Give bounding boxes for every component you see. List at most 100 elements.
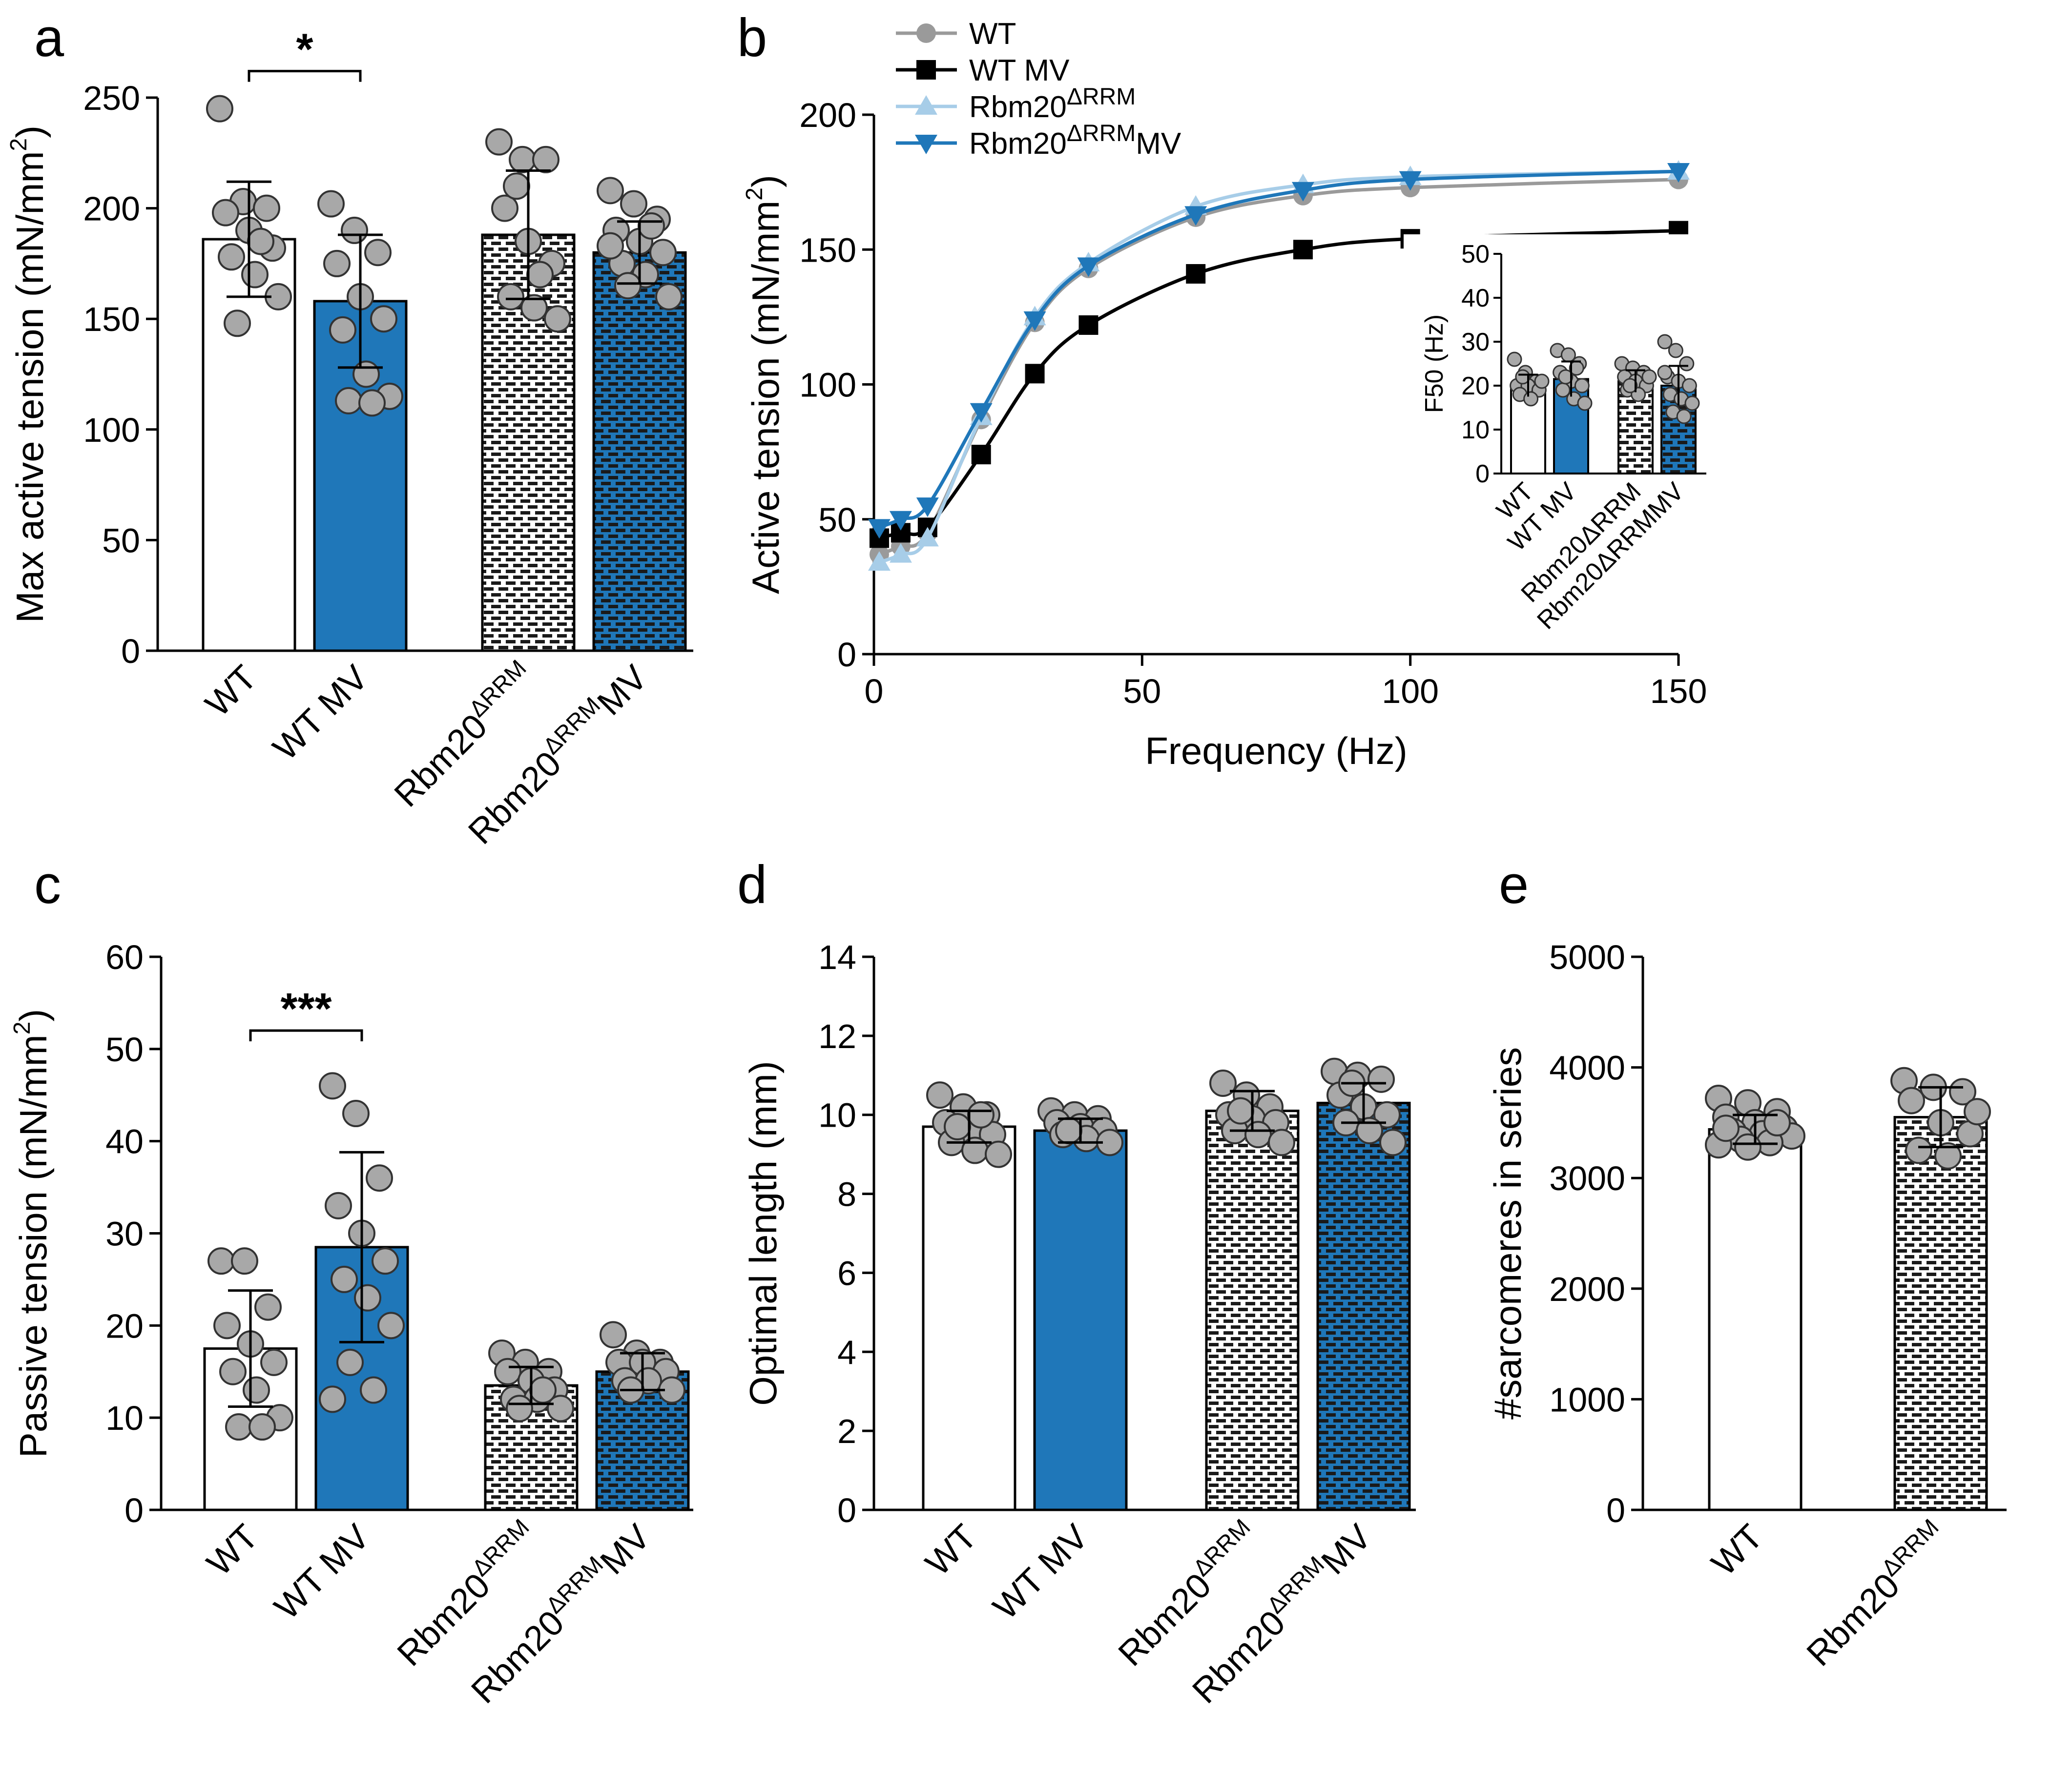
inset-data-point xyxy=(1534,373,1550,389)
inset-y-tick-label: 10 xyxy=(1461,416,1490,444)
inset-data-point xyxy=(1515,369,1531,385)
significance-bracket xyxy=(248,70,362,82)
y-axis-title: Passive tension (mN/mm2) xyxy=(9,1009,55,1458)
y-axis-title-main: Active tension (mN/mm xyxy=(744,201,787,594)
data-point xyxy=(1373,1101,1401,1129)
significance-label: *** xyxy=(280,985,332,1033)
category-label-1-main: WT xyxy=(200,1517,266,1584)
legend-marker xyxy=(916,60,936,80)
series-marker xyxy=(1291,182,1314,202)
inset-y-tick-label: 50 xyxy=(1461,240,1490,268)
inset-data-point xyxy=(1523,391,1539,407)
panel-label-e: e xyxy=(1499,855,1529,915)
data-point xyxy=(526,261,554,289)
series-marker xyxy=(868,519,891,539)
inset-data-point xyxy=(1657,365,1673,380)
data-point xyxy=(358,389,386,417)
category-label-1: WT xyxy=(198,658,265,724)
y-tick-label: 10 xyxy=(105,1399,144,1437)
series-marker xyxy=(868,551,891,571)
significance-label: * xyxy=(296,25,313,74)
panel-a-max-active-tension: a 0 50 100 150 200 250 Max active tension (mN/… xyxy=(6,8,693,852)
data-point xyxy=(985,1140,1012,1168)
data-point xyxy=(485,128,513,156)
data-point xyxy=(1227,1097,1254,1125)
legend-label-3: Rbm20ΔRRM xyxy=(969,84,1136,124)
y-tick-label: 4000 xyxy=(1549,1049,1625,1087)
data-point xyxy=(325,1192,352,1219)
data-point xyxy=(1356,1117,1383,1145)
data-point xyxy=(509,145,536,173)
bar-2 xyxy=(1893,1116,1988,1511)
category-label-3-main: Rbm20 xyxy=(390,1566,498,1674)
data-point xyxy=(1949,1078,1976,1106)
data-point xyxy=(967,1101,995,1129)
data-point xyxy=(247,227,274,255)
data-point xyxy=(224,309,251,337)
category-label-1: WT xyxy=(1704,1517,1771,1584)
y-axis-title-tail: ) xyxy=(8,125,51,138)
data-point xyxy=(341,216,368,244)
data-point xyxy=(241,261,269,289)
y-axis-title-main: Max active tension (mN/mm xyxy=(8,151,51,623)
inset-data-point xyxy=(1641,369,1657,385)
y-tick-label: 0 xyxy=(124,1491,144,1529)
y-tick-label: 100 xyxy=(799,366,856,404)
data-point xyxy=(336,1348,364,1376)
data-point xyxy=(1734,1133,1761,1161)
series-marker xyxy=(1184,206,1207,226)
data-point xyxy=(253,194,280,222)
data-point xyxy=(207,1247,235,1275)
category-label-4-main: Rbm20 xyxy=(1185,1603,1293,1711)
inset-y-tick-label: 20 xyxy=(1461,372,1490,400)
series-marker xyxy=(1023,311,1046,331)
data-point xyxy=(212,199,239,227)
data-point xyxy=(354,1284,381,1312)
legend-label-4-sup: ΔRRM xyxy=(1067,121,1136,146)
category-label-1: WT xyxy=(200,1517,266,1584)
y-tick-label: 1000 xyxy=(1549,1381,1625,1419)
series-marker xyxy=(1025,364,1045,384)
bar-1 xyxy=(922,1125,1016,1511)
data-point xyxy=(319,1072,346,1100)
data-point xyxy=(331,1265,358,1293)
y-tick-label: 150 xyxy=(799,231,856,269)
data-point xyxy=(1905,1136,1932,1164)
inset-data-point xyxy=(1577,395,1593,411)
series-marker xyxy=(1186,264,1206,284)
y-tick-label: 4 xyxy=(837,1333,856,1371)
data-point xyxy=(319,1385,346,1413)
category-label-4-sup: ΔRRM xyxy=(541,1551,608,1618)
data-point xyxy=(600,1321,627,1349)
category-label-3-sup: ΔRRM xyxy=(464,655,531,722)
inset-y-tick-label: 40 xyxy=(1461,284,1490,312)
series-marker xyxy=(970,403,993,423)
data-point xyxy=(219,1358,247,1385)
data-point xyxy=(649,239,677,267)
y-axis-title-tail: ) xyxy=(12,1009,55,1022)
data-point xyxy=(243,1376,270,1404)
data-point xyxy=(335,387,362,414)
data-point xyxy=(1244,1121,1272,1149)
category-label-2-sup: ΔRRM xyxy=(1877,1514,1944,1581)
category-label-4-main: Rbm20 xyxy=(464,1603,572,1711)
y-axis-title-tail: ) xyxy=(744,175,787,187)
data-point xyxy=(1379,1129,1407,1156)
y-tick-label: 8 xyxy=(837,1175,856,1214)
data-point xyxy=(206,95,233,123)
data-point xyxy=(520,294,548,322)
data-point xyxy=(638,212,665,240)
category-label-2-main: WT MV xyxy=(266,658,375,768)
panel-c-passive-tension: c 0 10 20 30 40 50 60 Passive tension (mN/mm2) *… xyxy=(9,855,693,1711)
data-point xyxy=(1898,1087,1925,1114)
category-label-1-main: WT xyxy=(198,658,265,724)
y-tick-label: 0 xyxy=(837,1491,856,1529)
data-point xyxy=(614,272,642,300)
inset-data-point xyxy=(1574,378,1590,393)
y-tick-label: 150 xyxy=(83,300,140,338)
data-point xyxy=(323,249,351,277)
category-label-4-sup: ΔRRM xyxy=(539,692,605,759)
